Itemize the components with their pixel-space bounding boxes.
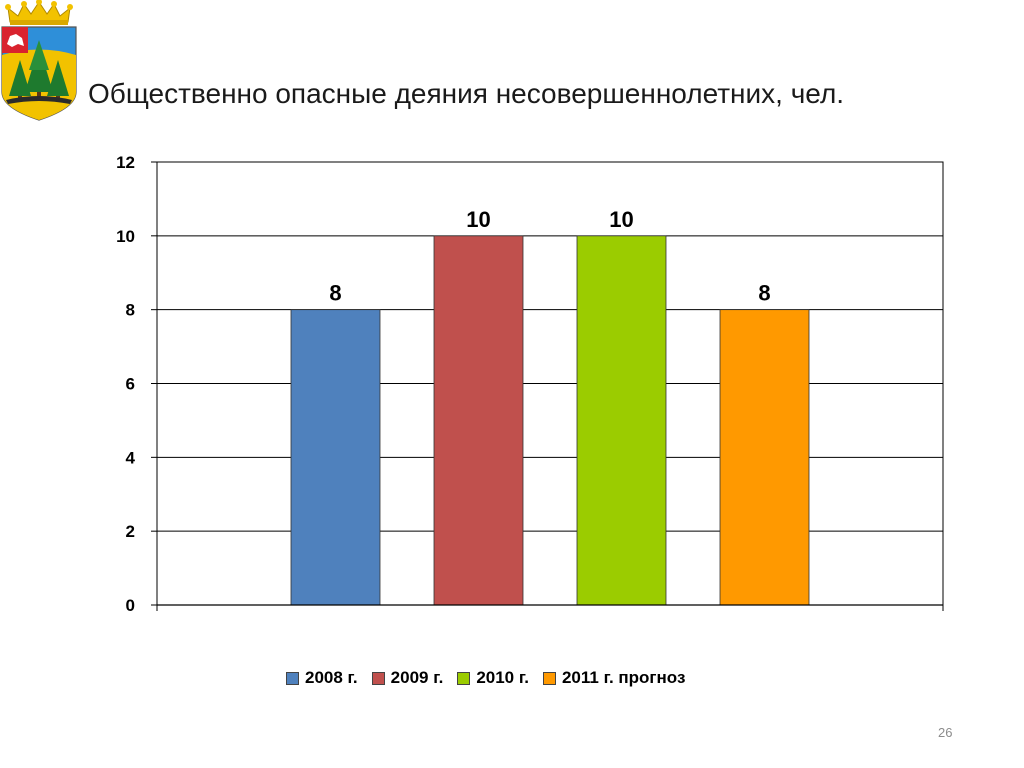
- legend-swatch: [286, 671, 299, 685]
- data-label: 10: [466, 207, 490, 232]
- data-label: 8: [329, 281, 341, 306]
- legend-swatch: [542, 671, 556, 685]
- bar: [290, 309, 381, 606]
- y-tick-label: 4: [126, 448, 136, 467]
- legend-item: 2011 г. прогноз: [542, 668, 686, 688]
- y-tick-label: 0: [126, 596, 135, 615]
- legend-label: 2010 г.: [476, 668, 529, 687]
- y-tick-label: 8: [126, 301, 135, 320]
- coat-of-arms-icon: [1, 0, 77, 121]
- bar: [576, 235, 667, 606]
- page-number: 26: [938, 725, 953, 740]
- chart-legend: 2008 г. 2009 г. 2010 г. 2011 г. прогноз: [286, 666, 685, 690]
- legend-label: 2008 г.: [305, 668, 358, 687]
- legend-item: 2009 г.: [371, 668, 444, 688]
- legend-swatch: [371, 671, 385, 685]
- legend-item: 2008 г.: [286, 668, 358, 688]
- y-tick-label: 12: [116, 153, 135, 172]
- legend-label: 2009 г.: [390, 668, 444, 687]
- y-tick-label: 2: [126, 522, 135, 541]
- legend-label: 2011 г. прогноз: [561, 668, 686, 687]
- legend-swatch: [457, 671, 471, 685]
- data-label: 8: [758, 281, 770, 306]
- y-tick-label: 6: [126, 375, 135, 394]
- bar: [719, 309, 810, 606]
- legend-item: 2010 г.: [457, 668, 529, 688]
- y-tick-label: 10: [116, 227, 135, 246]
- data-label: 10: [609, 207, 633, 232]
- bar: [433, 235, 524, 606]
- page-title: Общественно опасные деяния несовершеннол…: [88, 78, 845, 109]
